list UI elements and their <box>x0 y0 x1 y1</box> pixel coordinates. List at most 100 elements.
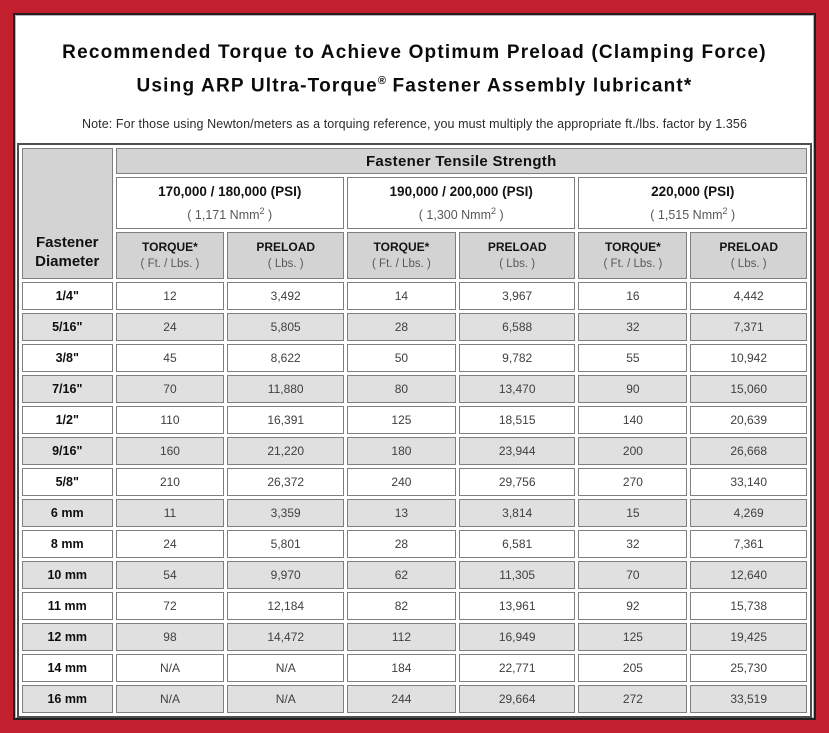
fastener-diameter-cell: 14 mm <box>22 654 113 683</box>
fastener-diameter-cell: 11 mm <box>22 592 113 621</box>
title-line2-suffix: Fastener Assembly lubricant* <box>385 75 693 97</box>
value-cell: 29,756 <box>458 468 576 497</box>
psi-header-row: 170,000 / 180,000 (PSI) ( 1,171 Nmm2 ) 1… <box>22 177 807 230</box>
table-row: 8 mm 24 5,801 28 6,581 32 7,361 <box>22 530 807 559</box>
fastener-diameter-cell: 1/4" <box>22 282 113 311</box>
value-cell: 3,359 <box>227 499 344 528</box>
value-cell: 15,738 <box>690 592 807 621</box>
value-cell: N/A <box>227 654 344 683</box>
page-frame: Recommended Torque to Achieve Optimum Pr… <box>13 13 816 720</box>
value-cell: 32 <box>578 530 688 559</box>
value-cell: 12,640 <box>690 561 807 590</box>
value-cell: 26,372 <box>227 468 344 497</box>
value-cell: 15,060 <box>690 375 807 404</box>
table-row: 5/16" 24 5,805 28 6,588 32 7,371 <box>22 313 807 342</box>
value-cell: 9,782 <box>458 344 576 373</box>
fastener-diameter-cell: 6 mm <box>22 499 113 528</box>
tensile-strength-header: Fastener Tensile Strength <box>115 148 807 175</box>
nmm-rating: ( 1,515 Nmm2 ) <box>650 205 736 222</box>
fastener-diameter-cell: 3/8" <box>22 344 113 373</box>
fastener-diameter-cell: 9/16" <box>22 437 113 466</box>
value-cell: 125 <box>346 406 456 435</box>
value-cell: 6,588 <box>458 313 576 342</box>
title-line2-text: Using ARP Ultra-Torque <box>136 75 378 97</box>
superscript-2: 2 <box>722 205 728 216</box>
value-cell: 24 <box>115 313 225 342</box>
value-cell: 13 <box>346 499 456 528</box>
table-row: 5/8" 210 26,372 240 29,756 270 33,140 <box>22 468 807 497</box>
units-header-row: TORQUE* ( Ft. / Lbs. ) PRELOAD ( Lbs. ) … <box>22 232 807 280</box>
value-cell: 22,771 <box>458 654 576 683</box>
table-row: 11 mm 72 12,184 82 13,961 92 15,738 <box>22 592 807 621</box>
fastener-diameter-cell: 1/2" <box>22 406 113 435</box>
value-cell: 45 <box>115 344 225 373</box>
page-title-line1: Recommended Torque to Achieve Optimum Pr… <box>62 42 767 63</box>
value-cell: 28 <box>346 313 456 342</box>
value-cell: 32 <box>578 313 688 342</box>
value-cell: 110 <box>115 406 225 435</box>
table-row: 6 mm 11 3,359 13 3,814 15 4,269 <box>22 499 807 528</box>
table-row: 10 mm 54 9,970 62 11,305 70 12,640 <box>22 561 807 590</box>
table-row: 1/2" 110 16,391 125 18,515 140 20,639 <box>22 406 807 435</box>
value-cell: 72 <box>115 592 225 621</box>
value-cell: 18,515 <box>458 406 576 435</box>
torque-column-header: TORQUE* ( Ft. / Lbs. ) <box>346 232 456 280</box>
value-cell: 270 <box>578 468 688 497</box>
value-cell: 23,944 <box>458 437 576 466</box>
nmm-rating: ( 1,171 Nmm2 ) <box>187 205 273 222</box>
title-block: Recommended Torque to Achieve Optimum Pr… <box>16 16 813 131</box>
table-row: 9/16" 160 21,220 180 23,944 200 26,668 <box>22 437 807 466</box>
value-cell: 98 <box>115 623 225 652</box>
value-cell: 205 <box>578 654 688 683</box>
value-cell: 10,942 <box>690 344 807 373</box>
torque-column-header: TORQUE* ( Ft. / Lbs. ) <box>578 232 688 280</box>
value-cell: 28 <box>346 530 456 559</box>
value-cell: 16,391 <box>227 406 344 435</box>
value-cell: N/A <box>115 685 225 714</box>
psi-group-2-header: 190,000 / 200,000 (PSI) ( 1,300 Nmm2 ) <box>346 177 576 230</box>
value-cell: 19,425 <box>690 623 807 652</box>
value-cell: 13,961 <box>458 592 576 621</box>
torque-column-header: TORQUE* ( Ft. / Lbs. ) <box>115 232 225 280</box>
value-cell: 24 <box>115 530 225 559</box>
value-cell: 54 <box>115 561 225 590</box>
value-cell: 5,805 <box>227 313 344 342</box>
fastener-diameter-cell: 5/16" <box>22 313 113 342</box>
value-cell: 15 <box>578 499 688 528</box>
preload-column-header: PRELOAD ( Lbs. ) <box>458 232 576 280</box>
value-cell: 7,361 <box>690 530 807 559</box>
preload-column-header: PRELOAD ( Lbs. ) <box>690 232 807 280</box>
content-panel: Recommended Torque to Achieve Optimum Pr… <box>15 15 814 719</box>
value-cell: 11 <box>115 499 225 528</box>
value-cell: 210 <box>115 468 225 497</box>
table-row: 1/4" 12 3,492 14 3,967 16 4,442 <box>22 282 807 311</box>
value-cell: 7,371 <box>690 313 807 342</box>
psi-rating: 190,000 / 200,000 (PSI) <box>389 183 533 199</box>
value-cell: 90 <box>578 375 688 404</box>
value-cell: 5,801 <box>227 530 344 559</box>
group-header-row: Fastener Diameter Fastener Tensile Stren… <box>22 148 807 280</box>
value-cell: 3,967 <box>458 282 576 311</box>
registered-trademark-symbol: ® <box>377 75 386 87</box>
value-cell: 6,581 <box>458 530 576 559</box>
psi-rating: 170,000 / 180,000 (PSI) <box>158 183 302 199</box>
table-row: 16 mm N/A N/A 244 29,664 272 33,519 <box>22 685 807 714</box>
value-cell: 13,470 <box>458 375 576 404</box>
value-cell: 14,472 <box>227 623 344 652</box>
table-body: 1/4" 12 3,492 14 3,967 16 4,442 5/16" 24 5,805 28 6… <box>22 282 807 714</box>
preload-column-header: PRELOAD ( Lbs. ) <box>227 232 344 280</box>
value-cell: 33,140 <box>690 468 807 497</box>
value-cell: 92 <box>578 592 688 621</box>
fastener-diameter-cell: 12 mm <box>22 623 113 652</box>
value-cell: 62 <box>346 561 456 590</box>
value-cell: 9,970 <box>227 561 344 590</box>
value-cell: 70 <box>578 561 688 590</box>
value-cell: 25,730 <box>690 654 807 683</box>
psi-group-1-header: 170,000 / 180,000 (PSI) ( 1,171 Nmm2 ) <box>115 177 344 230</box>
value-cell: 112 <box>346 623 456 652</box>
table-row: 14 mm N/A N/A 184 22,771 205 25,730 <box>22 654 807 683</box>
superscript-2: 2 <box>491 205 497 216</box>
value-cell: 16,949 <box>458 623 576 652</box>
value-cell: 8,622 <box>227 344 344 373</box>
table-row: 7/16" 70 11,880 80 13,470 90 15,060 <box>22 375 807 404</box>
